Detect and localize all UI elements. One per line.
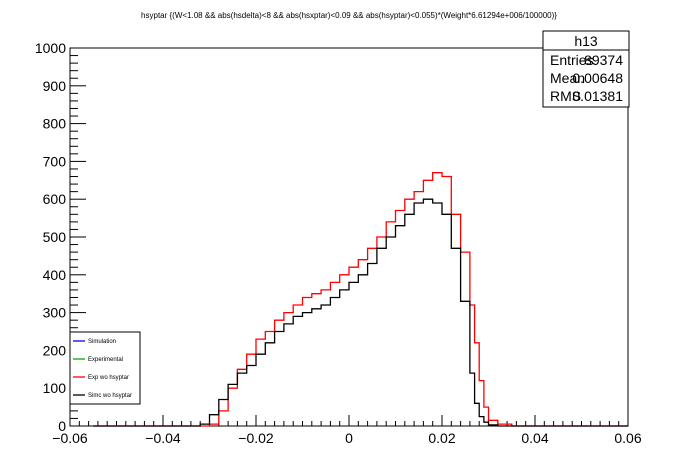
x-axis: −0.06 −0.04 −0.02 0 0.02 0.04 0.06	[52, 415, 642, 446]
x-tick-label: −0.06	[52, 430, 88, 446]
y-tick-label: 500	[43, 229, 67, 245]
x-tick-label: 0	[345, 430, 353, 446]
y-tick-label: 800	[43, 116, 67, 132]
x-tick-label: −0.04	[145, 430, 181, 446]
legend-label: Simulation	[88, 339, 116, 345]
y-axis: 0 100 200 300 400 500 600 700 800 900 1000	[35, 40, 86, 434]
x-tick-label: 0.02	[428, 430, 455, 446]
series-layer	[93, 172, 628, 427]
y-tick-label: 300	[43, 305, 67, 321]
stats-entries-value: 89374	[584, 52, 623, 68]
legend-label: Experimental	[88, 357, 123, 363]
y-tick-label: 600	[43, 191, 67, 207]
stats-frame	[542, 30, 630, 108]
x-tick-label: 0.04	[521, 430, 548, 446]
stats-box: h13 Entries 89374 Mean 0.00648 RMS 0.013…	[542, 30, 630, 108]
y-tick-label: 100	[43, 380, 67, 396]
y-tick-label: 900	[43, 78, 67, 94]
stats-entries-label: Entries	[550, 52, 594, 68]
stats-mean-label: Mean	[550, 70, 585, 86]
stats-mean-value: 0.00648	[572, 70, 623, 86]
legend: Simulation Experimental Exp wo hsyptar Simc…	[69, 331, 141, 405]
stats-rms-value: 0.01381	[572, 88, 623, 104]
stats-rms-label: RMS	[550, 88, 581, 104]
series-simc-wo-hsyptar	[93, 198, 628, 427]
legend-label: Simc wo hsyptar	[88, 393, 132, 399]
series-exp-wo-hsyptar	[93, 172, 628, 427]
legend-label: Exp wo hsyptar	[88, 375, 129, 381]
y-tick-label: 700	[43, 153, 67, 169]
legend-box	[69, 331, 141, 405]
chart-title: hsyptar {(W<1.08 && abs(hsdelta)<8 && ab…	[141, 11, 557, 20]
y-tick-label: 1000	[35, 40, 66, 56]
y-tick-label: 0	[58, 418, 66, 434]
y-tick-label: 200	[43, 342, 67, 358]
stats-name: h13	[574, 33, 598, 49]
x-tick-label: 0.06	[614, 430, 641, 446]
y-tick-label: 400	[43, 267, 67, 283]
x-tick-label: −0.02	[238, 430, 274, 446]
